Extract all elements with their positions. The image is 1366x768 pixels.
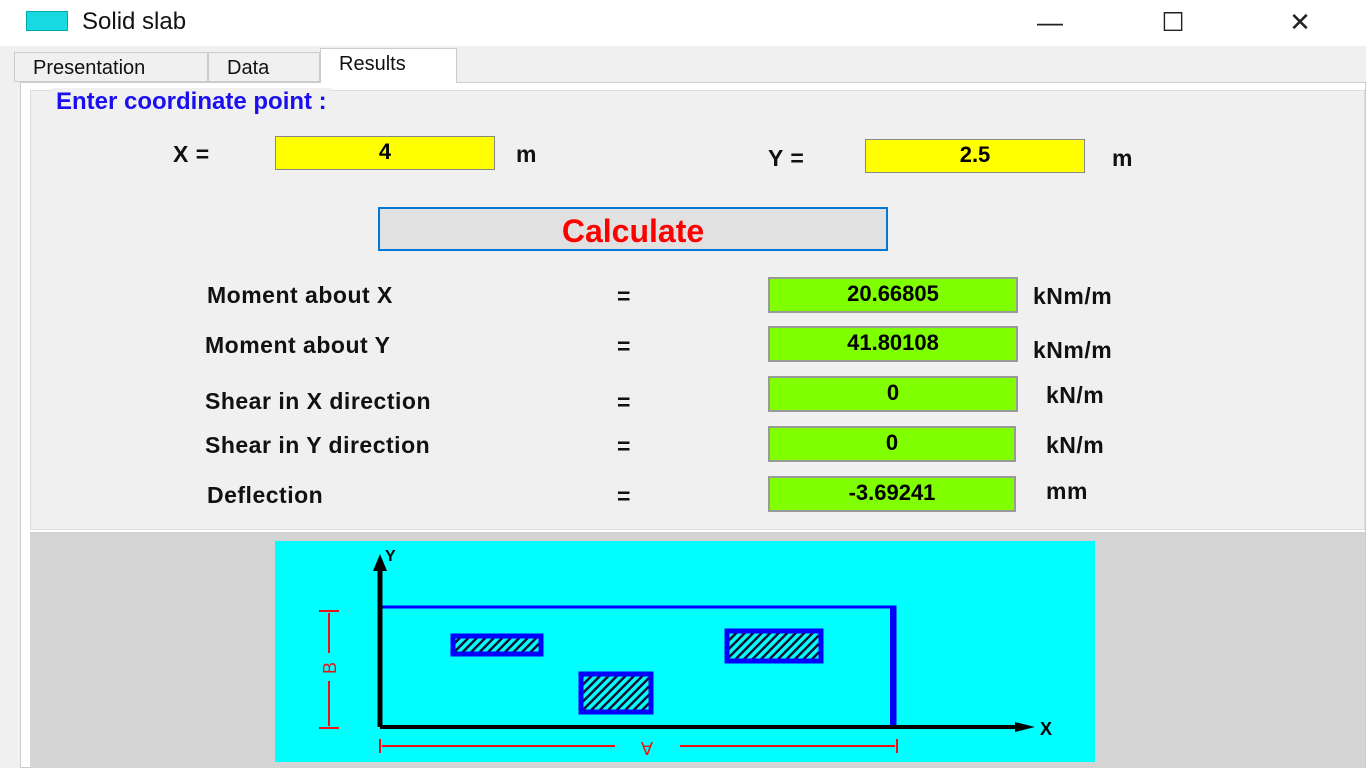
group-title: Enter coordinate point : xyxy=(52,88,331,116)
maximize-button[interactable]: ☐ xyxy=(1161,6,1185,37)
y-axis-arrow xyxy=(373,554,387,571)
x-axis-label: X xyxy=(1040,719,1052,739)
shear-x-value: 0 xyxy=(768,376,1018,412)
slab-diagram: Y X B A xyxy=(275,541,1095,762)
opening-3 xyxy=(724,628,824,664)
dimension-b xyxy=(319,610,339,729)
dimension-a xyxy=(379,739,898,753)
close-button[interactable]: ✕ xyxy=(1289,6,1311,37)
tab-results[interactable]: Results xyxy=(320,48,457,83)
result-equals: = xyxy=(617,389,631,415)
result-unit: kN/m xyxy=(1046,382,1105,408)
result-label: Shear in Y direction xyxy=(205,432,431,458)
calculate-button[interactable]: Calculate xyxy=(378,207,888,251)
y-axis-label: Y xyxy=(385,548,396,565)
dimension-a-label: A xyxy=(641,738,653,758)
shear-y-value: 0 xyxy=(768,426,1016,462)
moment-y-value: 41.80108 xyxy=(768,326,1018,362)
x-input[interactable]: 4 xyxy=(275,136,495,170)
result-unit: kN/m xyxy=(1046,432,1105,458)
opening-2 xyxy=(578,671,654,715)
result-label: Shear in X direction xyxy=(205,388,431,414)
x-unit: m xyxy=(516,141,537,167)
result-equals: = xyxy=(617,433,631,459)
result-equals: = xyxy=(617,333,631,359)
result-label: Moment about Y xyxy=(205,332,391,358)
result-equals: = xyxy=(617,283,631,309)
window-title: Solid slab xyxy=(82,8,187,35)
x-label: X = xyxy=(173,141,210,167)
title-bar xyxy=(0,0,1366,46)
dimension-b-label: B xyxy=(320,662,340,674)
x-axis-arrow xyxy=(1015,722,1035,732)
deflection-value: -3.69241 xyxy=(768,476,1016,512)
tab-presentation[interactable]: Presentation xyxy=(14,52,208,82)
result-unit: mm xyxy=(1046,478,1088,504)
result-unit: kNm/m xyxy=(1033,283,1113,309)
y-input[interactable]: 2.5 xyxy=(865,139,1085,173)
result-equals: = xyxy=(617,483,631,509)
opening-1 xyxy=(450,633,544,657)
tab-data[interactable]: Data xyxy=(208,52,320,82)
moment-x-value: 20.66805 xyxy=(768,277,1018,313)
result-unit: kNm/m xyxy=(1033,337,1113,363)
result-label: Moment about X xyxy=(207,282,393,308)
result-label: Deflection xyxy=(207,482,324,508)
y-unit: m xyxy=(1112,145,1133,171)
minimize-button[interactable]: — xyxy=(1037,6,1063,37)
y-label: Y = xyxy=(768,145,805,171)
coordinate-group xyxy=(30,90,1365,530)
app-icon xyxy=(26,11,68,31)
